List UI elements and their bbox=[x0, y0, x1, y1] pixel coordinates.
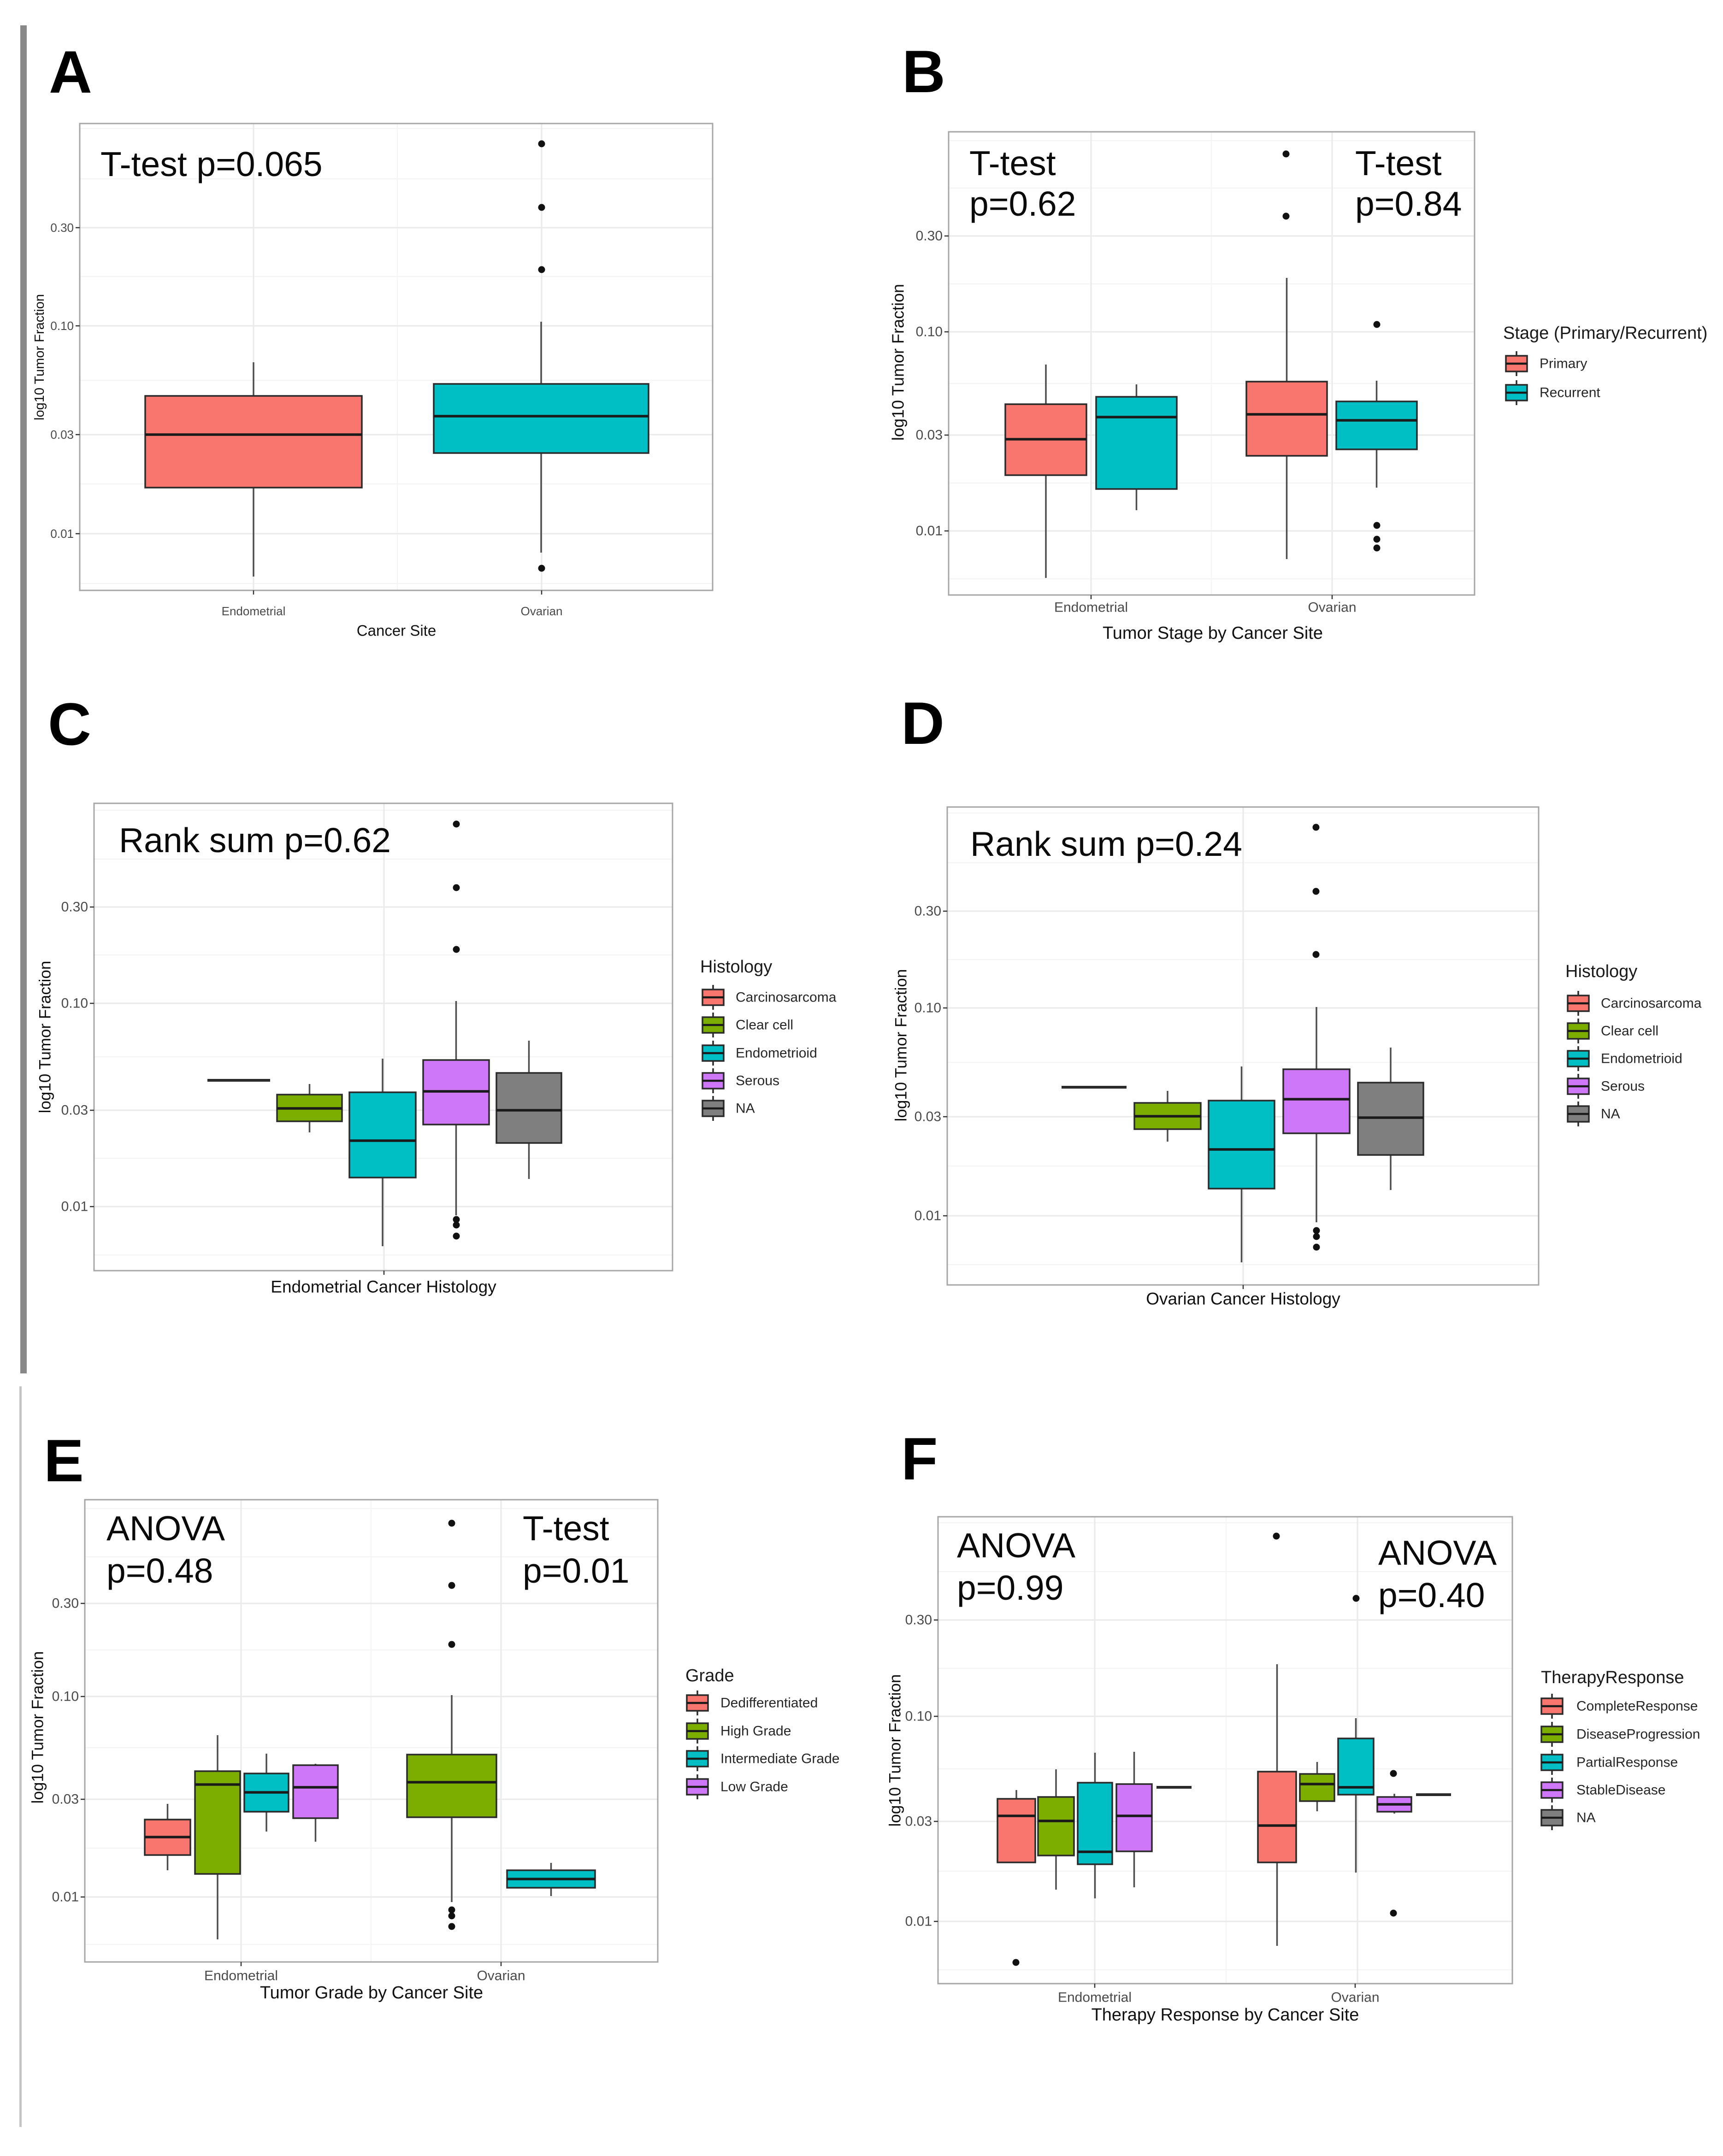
svg-text:Cancer Site: Cancer Site bbox=[357, 622, 436, 639]
svg-text:Carcinosarcoma: Carcinosarcoma bbox=[736, 990, 837, 1005]
svg-text:T-test: T-test bbox=[1355, 144, 1442, 183]
svg-text:0.30: 0.30 bbox=[916, 229, 943, 244]
svg-text:Endometrioid: Endometrioid bbox=[1601, 1051, 1682, 1066]
svg-text:Grade: Grade bbox=[685, 1666, 734, 1685]
svg-text:E: E bbox=[44, 1427, 84, 1494]
svg-text:Tumor Grade by Cancer Site: Tumor Grade by Cancer Site bbox=[260, 1983, 483, 2003]
svg-text:Endometrial Cancer Histology: Endometrial Cancer Histology bbox=[271, 1278, 496, 1296]
svg-text:0.10: 0.10 bbox=[915, 1001, 941, 1016]
svg-text:Low Grade: Low Grade bbox=[720, 1779, 788, 1795]
svg-text:Endometrial: Endometrial bbox=[204, 1968, 278, 1984]
svg-text:0.03: 0.03 bbox=[905, 1814, 932, 1829]
svg-text:0.03: 0.03 bbox=[52, 1792, 79, 1807]
svg-text:0.01: 0.01 bbox=[905, 1914, 932, 1929]
svg-text:Ovarian: Ovarian bbox=[520, 604, 562, 618]
svg-text:p=0.99: p=0.99 bbox=[957, 1568, 1063, 1607]
svg-text:ANOVA: ANOVA bbox=[106, 1509, 225, 1548]
svg-text:High Grade: High Grade bbox=[720, 1724, 791, 1739]
svg-text:Histology: Histology bbox=[700, 957, 772, 977]
svg-text:A: A bbox=[49, 38, 92, 106]
svg-text:Dedifferentiated: Dedifferentiated bbox=[720, 1696, 818, 1711]
svg-text:NA: NA bbox=[1576, 1810, 1596, 1826]
svg-text:Clear cell: Clear cell bbox=[1601, 1024, 1658, 1039]
svg-text:StableDisease: StableDisease bbox=[1576, 1783, 1665, 1798]
svg-text:T-test: T-test bbox=[969, 144, 1056, 183]
svg-text:0.03: 0.03 bbox=[50, 428, 74, 442]
svg-text:Clear cell: Clear cell bbox=[736, 1018, 793, 1033]
svg-text:0.03: 0.03 bbox=[61, 1103, 88, 1118]
svg-text:Endometrial: Endometrial bbox=[222, 604, 286, 618]
svg-text:0.30: 0.30 bbox=[915, 904, 941, 919]
svg-text:TherapyResponse: TherapyResponse bbox=[1541, 1668, 1684, 1687]
svg-text:Ovarian: Ovarian bbox=[1331, 1990, 1379, 2005]
svg-text:log10 Tumor Fraction: log10 Tumor Fraction bbox=[36, 961, 54, 1113]
svg-text:C: C bbox=[48, 690, 91, 758]
svg-text:Tumor Stage by Cancer Site: Tumor Stage by Cancer Site bbox=[1103, 624, 1323, 643]
svg-text:p=0.62: p=0.62 bbox=[969, 184, 1076, 223]
svg-text:Serous: Serous bbox=[736, 1073, 779, 1089]
svg-text:NA: NA bbox=[1601, 1107, 1620, 1122]
svg-text:Endometrial: Endometrial bbox=[1058, 1990, 1132, 2005]
svg-text:D: D bbox=[901, 689, 944, 757]
svg-text:B: B bbox=[902, 38, 945, 105]
svg-text:0.30: 0.30 bbox=[52, 1596, 79, 1611]
svg-text:DiseaseProgression: DiseaseProgression bbox=[1576, 1727, 1700, 1742]
svg-text:ANOVA: ANOVA bbox=[1378, 1533, 1497, 1572]
svg-text:CompleteResponse: CompleteResponse bbox=[1576, 1699, 1698, 1714]
svg-text:Stage (Primary/Recurrent): Stage (Primary/Recurrent) bbox=[1503, 324, 1707, 343]
svg-text:T-test: T-test bbox=[523, 1509, 609, 1548]
svg-text:p=0.01: p=0.01 bbox=[523, 1551, 629, 1590]
svg-text:0.30: 0.30 bbox=[905, 1613, 932, 1628]
svg-text:log10 Tumor Fraction: log10 Tumor Fraction bbox=[892, 969, 910, 1122]
svg-text:Therapy Response by Cancer Sit: Therapy Response by Cancer Site bbox=[1092, 2005, 1359, 2025]
svg-text:0.01: 0.01 bbox=[916, 524, 943, 539]
svg-text:0.01: 0.01 bbox=[915, 1208, 941, 1224]
svg-text:log10 Tumor Fraction: log10 Tumor Fraction bbox=[889, 284, 908, 441]
svg-text:0.01: 0.01 bbox=[52, 1890, 79, 1905]
svg-text:PartialResponse: PartialResponse bbox=[1576, 1755, 1678, 1770]
svg-text:0.30: 0.30 bbox=[50, 221, 74, 235]
svg-text:log10 Tumor Fraction: log10 Tumor Fraction bbox=[32, 294, 47, 420]
svg-text:log10 Tumor Fraction: log10 Tumor Fraction bbox=[29, 1651, 47, 1804]
svg-text:0.10: 0.10 bbox=[61, 996, 88, 1011]
svg-text:Serous: Serous bbox=[1601, 1079, 1645, 1094]
svg-text:Histology: Histology bbox=[1565, 962, 1637, 981]
svg-text:0.01: 0.01 bbox=[61, 1199, 88, 1214]
svg-text:p=0.40: p=0.40 bbox=[1378, 1576, 1485, 1614]
svg-text:Endometrioid: Endometrioid bbox=[736, 1046, 817, 1061]
svg-text:Ovarian: Ovarian bbox=[477, 1968, 525, 1984]
svg-text:0.10: 0.10 bbox=[905, 1709, 932, 1724]
svg-text:Intermediate Grade: Intermediate Grade bbox=[720, 1751, 839, 1767]
svg-text:0.10: 0.10 bbox=[52, 1689, 79, 1704]
svg-text:p=0.84: p=0.84 bbox=[1355, 184, 1462, 223]
svg-text:Primary: Primary bbox=[1540, 356, 1587, 371]
svg-text:F: F bbox=[901, 1425, 938, 1492]
svg-text:0.30: 0.30 bbox=[61, 900, 88, 915]
svg-text:0.03: 0.03 bbox=[916, 428, 943, 443]
svg-text:Ovarian: Ovarian bbox=[1308, 600, 1356, 615]
svg-text:ANOVA: ANOVA bbox=[957, 1526, 1075, 1565]
svg-text:Carcinosarcoma: Carcinosarcoma bbox=[1601, 996, 1702, 1011]
svg-text:NA: NA bbox=[736, 1101, 755, 1116]
svg-text:0.10: 0.10 bbox=[916, 324, 943, 340]
svg-text:Rank sum p=0.24: Rank sum p=0.24 bbox=[970, 825, 1242, 863]
svg-text:T-test p=0.065: T-test p=0.065 bbox=[100, 145, 323, 183]
svg-text:log10 Tumor Fraction: log10 Tumor Fraction bbox=[886, 1674, 904, 1827]
svg-text:Ovarian Cancer Histology: Ovarian Cancer Histology bbox=[1146, 1290, 1340, 1308]
svg-text:0.10: 0.10 bbox=[50, 319, 74, 333]
svg-text:0.01: 0.01 bbox=[50, 527, 74, 541]
svg-text:Endometrial: Endometrial bbox=[1054, 600, 1128, 615]
svg-text:Recurrent: Recurrent bbox=[1540, 385, 1600, 401]
svg-text:p=0.48: p=0.48 bbox=[106, 1551, 213, 1590]
svg-text:0.03: 0.03 bbox=[915, 1109, 941, 1125]
svg-text:Rank sum p=0.62: Rank sum p=0.62 bbox=[119, 821, 391, 860]
